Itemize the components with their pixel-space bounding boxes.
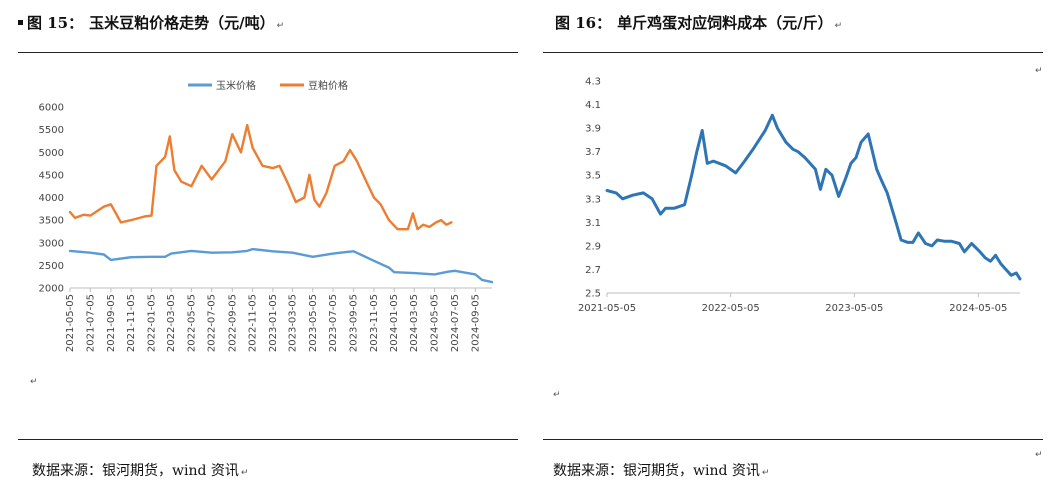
left-source-text: 数据来源：银河期货，wind 资讯 xyxy=(32,463,239,479)
legend-label: 豆粕价格 xyxy=(308,79,348,92)
left-chart-svg: 2000 2500 3000 3500 4000 4500 5000 5500 6000 2021… xyxy=(39,79,494,352)
y-tick-label: 6000 xyxy=(39,103,64,114)
x-tick-label: 2024-09-05 xyxy=(470,294,481,352)
y-tick-label: 3.1 xyxy=(585,218,601,229)
y-tick-label: 4000 xyxy=(39,193,64,204)
right-source-note: 数据来源：银河期货，wind 资讯 ↵ xyxy=(553,460,769,480)
y-tick-label: 2.7 xyxy=(585,265,601,276)
x-tick-label: 2022-09-05 xyxy=(227,294,238,352)
x-tick-label: 2023-09-05 xyxy=(349,294,360,352)
right-figure-panel: 图 16： 单斤鸡蛋对应饲料成本（元/斤） ↵ ↵ 2.5 2.7 2.9 3.1 3.3 3… xyxy=(525,0,1051,498)
x-tick-label: 2023-03-05 xyxy=(287,294,298,352)
paragraph-mark-icon: ↵ xyxy=(240,468,249,478)
x-tick-label: 2022-05-05 xyxy=(702,303,760,314)
y-tick-label: 5500 xyxy=(39,125,64,136)
paragraph-mark-icon: ↵ xyxy=(553,390,561,400)
series-line xyxy=(68,123,453,231)
left-top-rule xyxy=(18,52,518,53)
y-tick-label: 3500 xyxy=(39,216,64,227)
y-tick-label: 2500 xyxy=(39,261,64,272)
left-bottom-rule xyxy=(18,439,518,440)
x-tick-label: 2024-05-05 xyxy=(949,303,1007,314)
legend-label: 玉米价格 xyxy=(216,79,256,92)
x-tick-label: 2023-05-05 xyxy=(308,294,319,352)
x-tick-label: 2023-11-05 xyxy=(369,294,380,352)
paragraph-mark-icon: ↵ xyxy=(834,21,843,31)
x-tick-label: 2021-07-05 xyxy=(85,294,96,352)
right-figure-title: 图 16： 单斤鸡蛋对应饲料成本（元/斤） ↵ xyxy=(555,12,842,33)
y-tick-label: 3.5 xyxy=(585,171,601,182)
y-tick-label: 4.1 xyxy=(585,100,601,111)
left-source-note: 数据来源：银河期货，wind 资讯 ↵ xyxy=(32,460,248,480)
paragraph-mark-icon: ↵ xyxy=(276,21,285,31)
right-chart-svg: 2.5 2.7 2.9 3.1 3.3 3.5 3.7 3.9 4.1 4.3 2021-05-05… xyxy=(578,77,1022,314)
x-tick-label: 2021-11-05 xyxy=(126,294,137,352)
x-tick-label: 2023-01-05 xyxy=(268,294,279,352)
bullet-icon xyxy=(18,19,23,25)
y-tick-label: 4500 xyxy=(39,170,64,181)
series-line xyxy=(605,113,1022,281)
x-tick-label: 2021-05-05 xyxy=(65,294,76,352)
series-line xyxy=(68,247,494,284)
y-tick-label: 2.5 xyxy=(585,289,601,300)
x-tick-label: 2023-05-05 xyxy=(825,303,883,314)
x-tick-label: 2024-05-05 xyxy=(429,294,440,352)
right-chart: 2.5 2.7 2.9 3.1 3.3 3.5 3.7 3.9 4.1 4.3 2021-05-05… xyxy=(555,66,1035,326)
right-source-text: 数据来源：银河期货，wind 资讯 xyxy=(553,463,760,479)
left-figure-number: 图 15： xyxy=(27,14,84,32)
x-tick-label: 2022-11-05 xyxy=(248,294,259,352)
y-tick-label: 2.9 xyxy=(585,241,601,252)
x-tick-label: 2021-09-05 xyxy=(106,294,117,352)
y-tick-label: 3000 xyxy=(39,238,64,249)
y-tick-label: 3.7 xyxy=(585,147,601,158)
paragraph-mark-icon: ↵ xyxy=(1035,66,1043,76)
paragraph-mark-icon: ↵ xyxy=(30,377,38,387)
y-tick-label: 3.9 xyxy=(585,124,601,135)
y-tick-label: 4.3 xyxy=(585,77,601,88)
y-tick-label: 2000 xyxy=(39,284,64,295)
paragraph-mark-icon: ↵ xyxy=(1035,450,1043,460)
x-tick-label: 2021-05-05 xyxy=(578,303,636,314)
right-top-rule xyxy=(543,52,1043,53)
y-tick-label: 5000 xyxy=(39,148,64,159)
left-figure-title-text: 玉米豆粕价格走势（元/吨） xyxy=(89,14,275,32)
left-figure-title: 图 15： 玉米豆粕价格走势（元/吨） ↵ xyxy=(18,12,284,33)
right-figure-title-text: 单斤鸡蛋对应饲料成本（元/斤） xyxy=(617,14,833,32)
left-figure-panel: 图 15： 玉米豆粕价格走势（元/吨） ↵ 2000 2500 3000 3500 4000… xyxy=(0,0,525,498)
x-tick-label: 2022-01-05 xyxy=(146,294,157,352)
x-tick-label: 2022-03-05 xyxy=(166,294,177,352)
x-tick-label: 2022-05-05 xyxy=(186,294,197,352)
x-tick-label: 2022-07-05 xyxy=(207,294,218,352)
y-tick-label: 3.3 xyxy=(585,194,601,205)
x-tick-label: 2024-07-05 xyxy=(450,294,461,352)
x-tick-label: 2024-03-05 xyxy=(409,294,420,352)
x-tick-label: 2024-01-05 xyxy=(389,294,400,352)
paragraph-mark-icon: ↵ xyxy=(761,468,770,478)
x-tick-label: 2023-07-05 xyxy=(328,294,339,352)
left-chart: 2000 2500 3000 3500 4000 4500 5000 5500 6000 2021… xyxy=(20,60,520,360)
right-figure-number: 图 16： xyxy=(555,14,612,32)
right-bottom-rule xyxy=(543,439,1043,440)
